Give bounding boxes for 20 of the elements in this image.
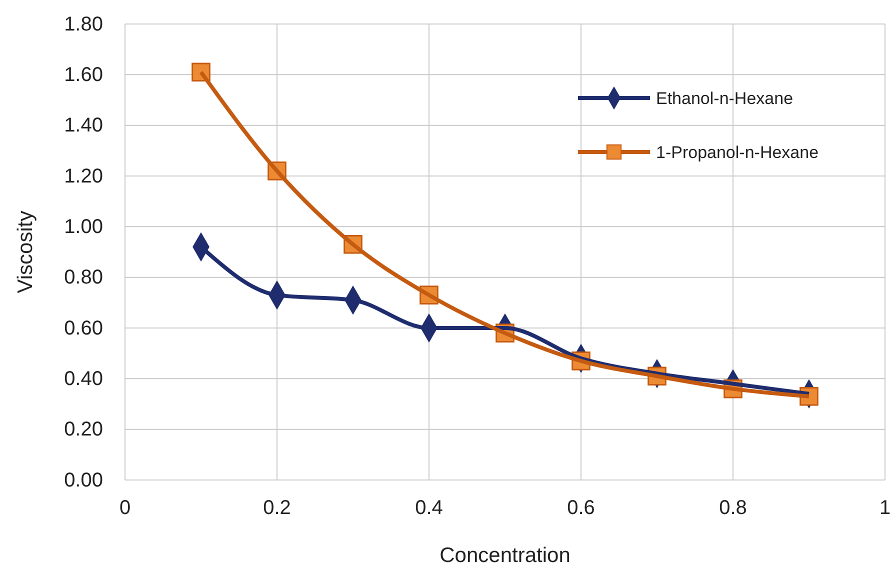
y-tick-label: 1.20 bbox=[64, 165, 103, 188]
y-tick-label: 0.80 bbox=[64, 266, 103, 289]
y-tick-label: 0.40 bbox=[64, 368, 103, 390]
x-axis-title: Concentration bbox=[440, 544, 570, 567]
y-tick-label: 1.60 bbox=[64, 64, 103, 86]
x-tick-label: 0.8 bbox=[719, 497, 747, 520]
x-tick-label: 0.4 bbox=[415, 497, 443, 520]
x-tick-label: 1 bbox=[879, 497, 891, 520]
y-tick-label: 1.40 bbox=[64, 114, 103, 137]
y-tick-label: 0.00 bbox=[64, 469, 103, 492]
y-axis-title: Viscosity bbox=[14, 210, 37, 294]
legend-label: Ethanol-n-Hexane bbox=[656, 89, 794, 108]
x-tick-label: 0 bbox=[119, 497, 131, 520]
y-tick-label: 0.20 bbox=[64, 418, 103, 441]
y-tick-label: 0.60 bbox=[64, 317, 103, 340]
y-tick-label: 1.00 bbox=[64, 216, 103, 238]
x-tick-label: 0.6 bbox=[567, 497, 595, 520]
legend-label: 1-Propanol-n-Hexane bbox=[656, 143, 819, 162]
x-tick-label: 0.2 bbox=[263, 497, 291, 520]
y-tick-label: 1.80 bbox=[64, 13, 103, 36]
